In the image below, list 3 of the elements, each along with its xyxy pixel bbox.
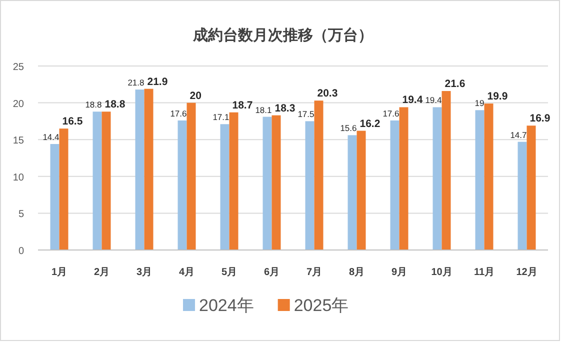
legend-label: 2024年 xyxy=(199,296,254,315)
legend-label: 2025年 xyxy=(294,296,349,315)
title: 成約台数月次推移（万台） xyxy=(193,27,373,44)
